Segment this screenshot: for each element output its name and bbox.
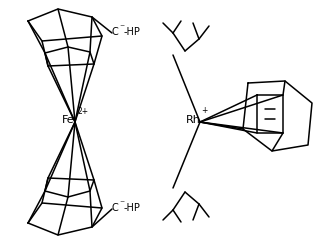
Text: -HP: -HP [124,27,141,37]
Text: Rh: Rh [186,115,201,125]
Text: Fe: Fe [62,115,75,125]
Text: +: + [201,106,207,115]
Text: ⁻: ⁻ [119,199,124,209]
Text: C: C [112,203,119,213]
Text: 2+: 2+ [77,107,88,116]
Text: ⁻: ⁻ [119,23,124,33]
Text: -HP: -HP [124,203,141,213]
Text: C: C [112,27,119,37]
